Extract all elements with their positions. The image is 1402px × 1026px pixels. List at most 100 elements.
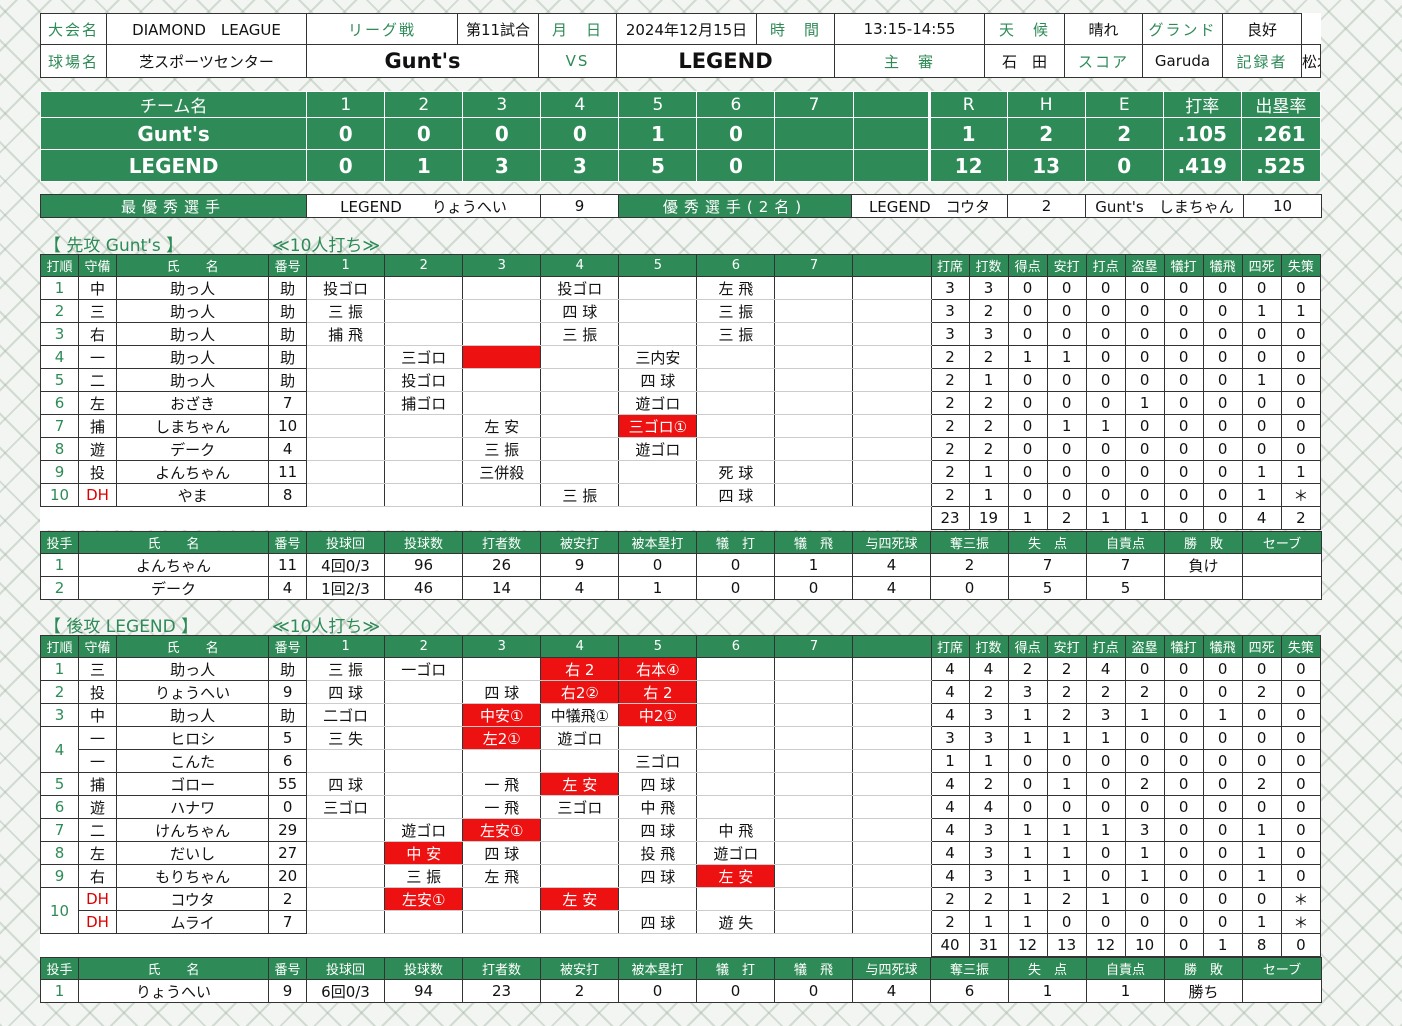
batting-cell: 1 [1241, 818, 1282, 842]
pitching-cell: 5 [1008, 576, 1087, 600]
batting-cell: 0 [1124, 437, 1165, 461]
game-info-table: 大会名 DIAMOND LEAGUE リーグ戦 第11試合月 日 2024年12月15日… [40, 13, 1321, 78]
info-cell: 時 間 [756, 13, 835, 45]
batting-cell: 0 [1046, 299, 1087, 323]
at-bat-cell: 右 2 [618, 680, 698, 704]
batting-cell: 2 [930, 391, 970, 415]
batting-header-cell: 打点 [1085, 635, 1126, 658]
batting-cell: 0 [1241, 414, 1282, 438]
batting-header-cell: 守備 [78, 254, 118, 277]
batting-cell: 0 [1202, 437, 1243, 461]
batting-cell: 3 [968, 841, 1009, 865]
top-team-title: 【 先攻 Gunt's 】 [44, 236, 184, 256]
batting-cell: 3 [968, 276, 1009, 300]
score-cell: .261 [1240, 117, 1322, 150]
pitching-cell: 9 [540, 553, 619, 577]
batting-cell: 0 [1241, 887, 1282, 911]
batting-cell [852, 657, 932, 681]
batting-cell: 0 [1085, 460, 1126, 484]
batting-cell: 0 [1202, 910, 1243, 934]
batting-cell: 左 [78, 391, 118, 415]
batting-cell: 0 [1085, 391, 1126, 415]
at-bat-cell [384, 910, 464, 934]
at-bat-cell: 捕 飛 [306, 322, 386, 346]
batting-cell: 1 [1046, 841, 1087, 865]
pitching-header-cell: 被本塁打 [618, 531, 697, 554]
score-cell: 13 [1006, 149, 1086, 182]
batting-cell: 4 [930, 795, 970, 819]
info-row-1: 大会名 DIAMOND LEAGUE リーグ戦 第11試合月 日 2024年12月15日… [40, 13, 1321, 45]
batting-cell: 1 [1241, 368, 1282, 392]
info-cell: LEGEND [616, 44, 835, 78]
info-cell: リーグ戦 [306, 13, 458, 45]
batting-cell: 0 [1124, 322, 1165, 346]
batting-cell: 1 [1241, 483, 1282, 507]
at-bat-cell [540, 414, 620, 438]
batting-cell: 0 [1007, 368, 1048, 392]
pitching-header-cell: 奪三振 [930, 957, 1009, 980]
batting-cell: 1 [1241, 460, 1282, 484]
batting-header-cell: 番号 [268, 254, 308, 277]
at-bat-cell [774, 841, 854, 865]
batting-cell: 9 [39, 864, 80, 888]
batting-cell [852, 795, 932, 819]
at-bat-cell [306, 368, 386, 392]
batting-cell: 2 [1046, 657, 1087, 681]
batting-cell: 0 [1163, 749, 1204, 773]
batting-cell: よんちゃん [116, 460, 270, 484]
batting-cell: 1 [1007, 887, 1048, 911]
at-bat-cell: 左 安 [540, 887, 620, 911]
pitching-cell: 9 [268, 979, 307, 1003]
batting-totals: 23 19 1 2 1 1 0 0 4 2 [41, 506, 1322, 530]
batting-cell: 中 [78, 276, 118, 300]
batting-cell: 0 [1007, 299, 1048, 323]
pitching-header: 投手氏 名番号 投球回 投球数 打者数 被安打 被本塁打犠 打犠 飛与四死球 奪三振失 点自… [40, 531, 1322, 554]
batting-cell: 6 [39, 391, 80, 415]
batting-cell: 2 [930, 910, 970, 934]
batting-cell: 5 [39, 772, 80, 796]
at-bat-cell: 三 振 [540, 483, 620, 507]
batting-cell: 2 [968, 437, 1009, 461]
mvp-cell: LEGEND コウタ [851, 194, 1008, 218]
batting-cell: 2 [930, 437, 970, 461]
pitching-header-cell: 犠 飛 [774, 957, 853, 980]
batting-cell: ゴロー [116, 772, 270, 796]
score-cell: 0 [540, 117, 620, 150]
score-cell [852, 117, 930, 150]
pitching-cell: 6 [930, 979, 1009, 1003]
batting-header-cell: 打席 [930, 254, 970, 277]
at-bat-cell: 左 飛 [696, 276, 776, 300]
batting-header-cell: 6 [696, 635, 776, 658]
batting-header-cell: 6 [696, 254, 776, 277]
batting-cell: 0 [1085, 841, 1126, 865]
pitching-header-cell: 失 点 [1008, 531, 1087, 554]
at-bat-cell [696, 703, 776, 727]
at-bat-cell: 中 飛 [696, 818, 776, 842]
batting-cell [852, 437, 932, 461]
pitching-cell: 4回0/3 [306, 553, 385, 577]
batting-cell: 0 [1280, 345, 1322, 369]
at-bat-cell [774, 368, 854, 392]
pitching-cell: 2 [540, 979, 619, 1003]
batting-cell: 11 [268, 460, 308, 484]
batting-row: 7 捕しまちゃん 10 左 安三ゴロ① 2 2 0 1 1 0 0 0 0 0 [39, 414, 1322, 438]
batting-cell [852, 910, 932, 934]
score-cell: 0 [696, 149, 776, 182]
batting-cell: 0 [1046, 276, 1087, 300]
batting-cell: 0 [1202, 657, 1243, 681]
batting-header-cell: 2 [384, 254, 464, 277]
at-bat-cell [696, 887, 776, 911]
pitching-cell: りょうへい [78, 979, 269, 1003]
at-bat-cell: 三 振 [306, 299, 386, 323]
bottom-team-title: 【 後攻 LEGEND 】 [44, 617, 199, 637]
batting-cell: 1 [1085, 887, 1126, 911]
batting-cell [852, 276, 932, 300]
batting-cell: 3 [930, 299, 970, 323]
batting-cell: 0 [1202, 772, 1243, 796]
mvp-cell: 9 [540, 194, 619, 218]
mvp-cell: LEGEND りょうへい [306, 194, 541, 218]
batting-cell: 7 [39, 818, 80, 842]
batting-cell: 0 [1280, 680, 1322, 704]
batting-header-cell: 1 [306, 635, 386, 658]
batting-cell: ＊ [1280, 483, 1322, 507]
